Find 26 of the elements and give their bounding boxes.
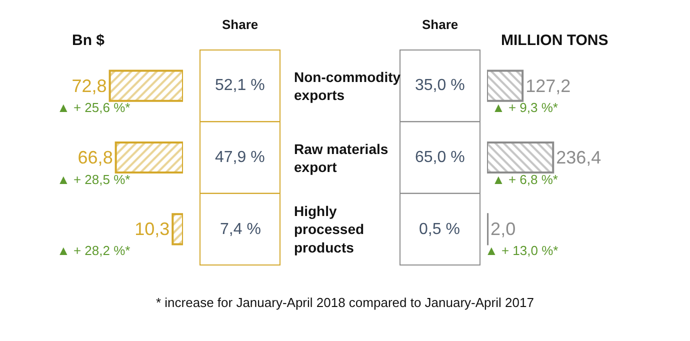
annotation: ▲ + 28,5 %* [57, 172, 130, 187]
y-tick-label: Raw materials export [294, 141, 388, 176]
text: * increase for January-April 2018 compared to January-April 2017 [156, 295, 534, 310]
annotation: ▲ + 13,0 %* [485, 243, 558, 258]
data-label: 66,8 [78, 148, 113, 168]
y-tick-label: Non-commodity exports [294, 69, 401, 104]
chart-title: Bn $ [72, 32, 106, 49]
text: 7,4 % [220, 221, 261, 238]
data-label: 10,3 [134, 219, 170, 240]
text: Share [222, 17, 258, 32]
data-label: 236,4 [556, 148, 602, 168]
text: 47,9 % [215, 149, 265, 166]
annotation: ▲ + 9,3 %* [492, 100, 558, 115]
data-label: 72,8 [72, 76, 107, 96]
annotation: ▲ + 25,6 %* [57, 100, 130, 115]
annotation: ▲ + 28,2 %* [57, 243, 130, 258]
text: 35,0 % [415, 77, 465, 94]
text: 0,5 % [419, 221, 460, 238]
y-tick-label: Highly processed products [294, 203, 364, 256]
annotation: ▲ + 6,8 %* [492, 172, 558, 187]
text: 52,1 % [215, 77, 265, 94]
data-label: 2,0 [490, 219, 516, 240]
text: Share [422, 17, 458, 32]
chart-title: MILLION TONS [501, 32, 608, 49]
text: 65,0 % [415, 149, 465, 166]
data-label: 127,2 [526, 76, 571, 96]
